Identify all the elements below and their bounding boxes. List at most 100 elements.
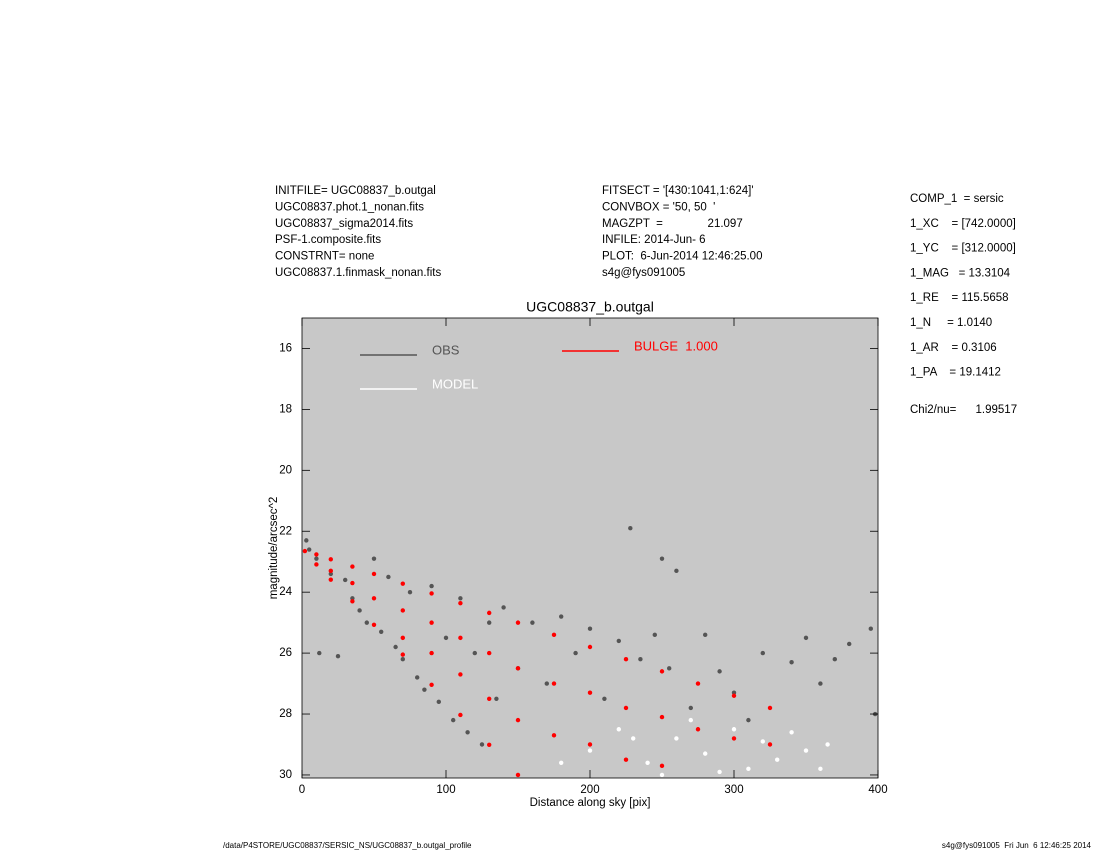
legend-label: MODEL	[432, 376, 478, 391]
data-point	[393, 644, 398, 650]
legend-label: BULGE 1.000	[634, 338, 718, 353]
data-point	[587, 742, 593, 747]
data-point	[415, 675, 420, 680]
data-point	[304, 538, 309, 543]
data-point	[847, 641, 852, 647]
data-point	[803, 748, 809, 753]
data-point	[674, 568, 679, 574]
data-point	[623, 705, 629, 711]
data-point	[775, 757, 780, 762]
data-point	[559, 760, 564, 765]
data-point	[587, 644, 593, 650]
data-point	[328, 577, 333, 582]
y-tick-label: 28	[279, 708, 292, 720]
data-point	[674, 736, 679, 741]
data-point	[717, 669, 722, 674]
data-point	[458, 635, 463, 641]
data-point	[695, 681, 701, 686]
data-point	[746, 717, 751, 723]
footer-left: /data/P4STORE/UGC08837/SERSIC_NS/UGC0883…	[223, 841, 472, 850]
data-point	[357, 608, 362, 613]
data-point	[379, 629, 384, 634]
parameter: 1_MAG = 13.3104	[910, 267, 1011, 279]
data-point	[587, 690, 593, 695]
data-point	[458, 600, 463, 606]
data-point	[515, 717, 521, 723]
parameter: 1_PA = 19.1412	[910, 367, 1001, 379]
data-point	[307, 547, 312, 552]
data-point	[487, 620, 492, 625]
data-point	[314, 556, 319, 561]
data-point	[350, 596, 355, 601]
data-point	[515, 772, 521, 778]
data-point	[559, 614, 564, 619]
parameter: 1_YC = [312.0000]	[910, 243, 1016, 255]
parameter: 1_XC = [742.0000]	[910, 218, 1016, 230]
data-point	[746, 766, 751, 772]
x-tick-label: 0	[299, 784, 305, 796]
data-point	[451, 717, 456, 723]
header-line: PSF-1.composite.fits	[275, 234, 381, 246]
data-point	[443, 635, 449, 641]
data-layer	[302, 525, 878, 778]
header-line: PLOT: 6-Jun-2014 12:46:25.00	[602, 251, 762, 263]
data-point	[501, 605, 506, 610]
data-point	[350, 564, 355, 569]
parameter: 1_AR = 0.3106	[910, 342, 997, 354]
data-point	[487, 650, 492, 656]
plot-area	[301, 317, 879, 779]
data-point	[832, 656, 837, 662]
data-point	[458, 596, 463, 601]
data-point	[343, 577, 348, 583]
y-tick-label: 22	[279, 525, 292, 537]
data-point	[302, 548, 308, 554]
data-point	[767, 705, 773, 711]
data-point	[515, 620, 521, 625]
y-tick-label: 20	[279, 464, 292, 476]
data-point	[335, 653, 341, 659]
data-point	[458, 672, 463, 677]
data-point	[371, 622, 377, 627]
data-point	[328, 571, 333, 577]
header-line: s4g@fys091005	[602, 267, 685, 279]
data-point	[688, 717, 693, 723]
data-point	[314, 562, 319, 567]
x-axis-label: Distance along sky [pix]	[530, 797, 651, 809]
x-tick-label: 300	[724, 784, 743, 796]
data-point	[652, 632, 657, 638]
data-point	[825, 742, 830, 747]
data-point	[458, 712, 463, 718]
data-point	[487, 742, 492, 747]
data-point	[628, 525, 633, 531]
data-point	[717, 769, 722, 775]
data-point	[587, 626, 593, 631]
data-point	[429, 591, 434, 596]
data-point	[494, 696, 499, 701]
header-line: UGC08837.1.finmask_nonan.fits	[275, 267, 441, 279]
data-point	[731, 693, 737, 698]
data-point	[314, 552, 319, 557]
data-point	[760, 739, 765, 744]
data-point	[587, 748, 593, 753]
data-point	[667, 666, 672, 671]
data-point	[767, 742, 773, 747]
data-point	[328, 557, 333, 562]
y-tick-label: 16	[279, 342, 292, 354]
data-point	[638, 656, 643, 662]
chi2: Chi2/nu= 1.99517	[910, 404, 1017, 416]
data-point	[602, 696, 607, 701]
footer-right: s4g@fys091005 Fri Jun 6 12:46:25 2014	[942, 841, 1092, 850]
data-point	[659, 714, 665, 720]
y-tick-label: 30	[279, 769, 292, 781]
data-point	[371, 556, 377, 561]
data-point	[487, 610, 492, 616]
data-point	[479, 742, 485, 747]
data-point	[659, 556, 665, 561]
header-line: FITSECT = '[430:1041,1:624]'	[602, 185, 754, 197]
data-point	[703, 751, 708, 756]
data-point	[803, 635, 809, 641]
data-point	[789, 730, 794, 735]
header-line: INITFILE= UGC08837_b.outgal	[275, 185, 436, 197]
y-tick-label: 18	[279, 403, 292, 415]
data-point	[371, 596, 377, 601]
